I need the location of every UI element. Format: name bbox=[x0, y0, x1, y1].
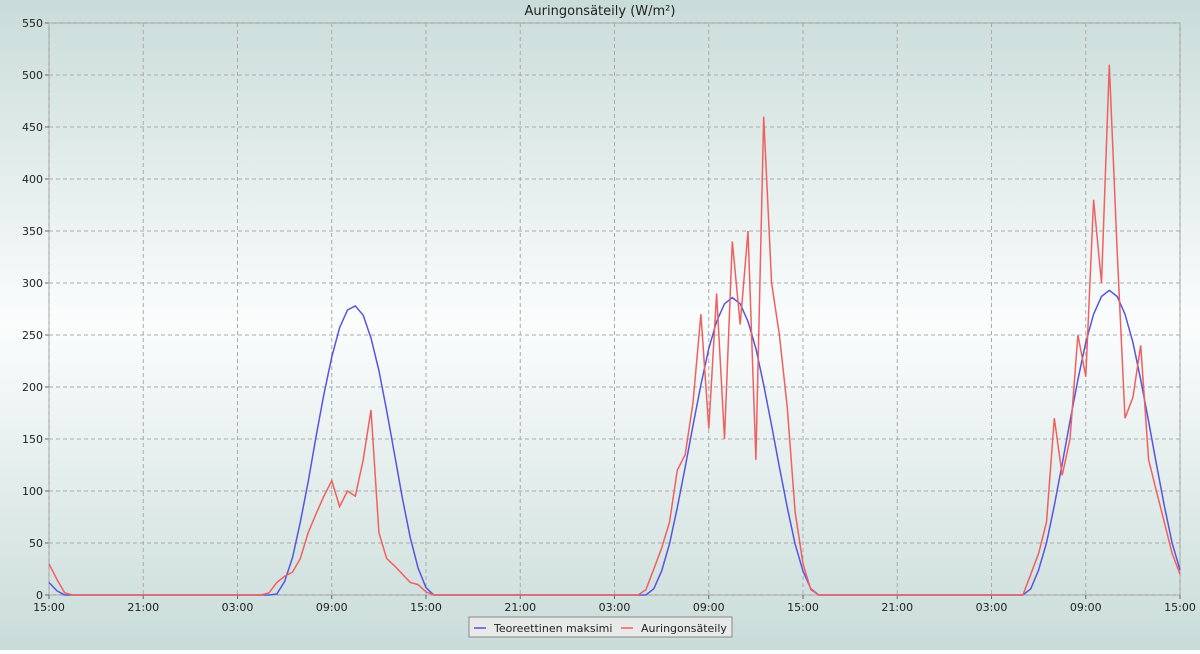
y-tick-label: 500 bbox=[22, 69, 43, 82]
y-tick-label: 250 bbox=[22, 329, 43, 342]
y-tick-label: 400 bbox=[22, 173, 43, 186]
y-tick-label: 350 bbox=[22, 225, 43, 238]
x-tick-label: 09:00 bbox=[1070, 601, 1102, 614]
x-tick-label: 15:00 bbox=[1164, 601, 1196, 614]
x-tick-label: 03:00 bbox=[599, 601, 631, 614]
y-tick-label: 0 bbox=[36, 589, 43, 602]
x-tick-label: 03:00 bbox=[222, 601, 254, 614]
x-tick-label: 15:00 bbox=[787, 601, 819, 614]
series-line bbox=[48, 64, 1181, 596]
x-tick-label: 21:00 bbox=[881, 601, 913, 614]
y-tick-label: 150 bbox=[22, 433, 43, 446]
x-tick-label: 03:00 bbox=[976, 601, 1008, 614]
y-tick-label: 50 bbox=[29, 537, 43, 550]
legend-label: Auringonsäteily bbox=[641, 622, 727, 635]
legend-label: Teoreettinen maksimi bbox=[493, 622, 612, 635]
y-tick-label: 450 bbox=[22, 121, 43, 134]
x-tick-label: 09:00 bbox=[693, 601, 725, 614]
x-tick-label: 21:00 bbox=[127, 601, 159, 614]
legend bbox=[468, 616, 733, 638]
x-tick-label: 15:00 bbox=[410, 601, 442, 614]
y-tick-label: 200 bbox=[22, 381, 43, 394]
y-tick-label: 100 bbox=[22, 485, 43, 498]
y-tick-label: 300 bbox=[22, 277, 43, 290]
x-tick-label: 15:00 bbox=[33, 601, 65, 614]
y-tick-label: 550 bbox=[22, 17, 43, 30]
chart-title: Auringonsäteily (W/m²) bbox=[525, 4, 676, 19]
x-tick-label: 21:00 bbox=[504, 601, 536, 614]
x-tick-label: 09:00 bbox=[316, 601, 348, 614]
